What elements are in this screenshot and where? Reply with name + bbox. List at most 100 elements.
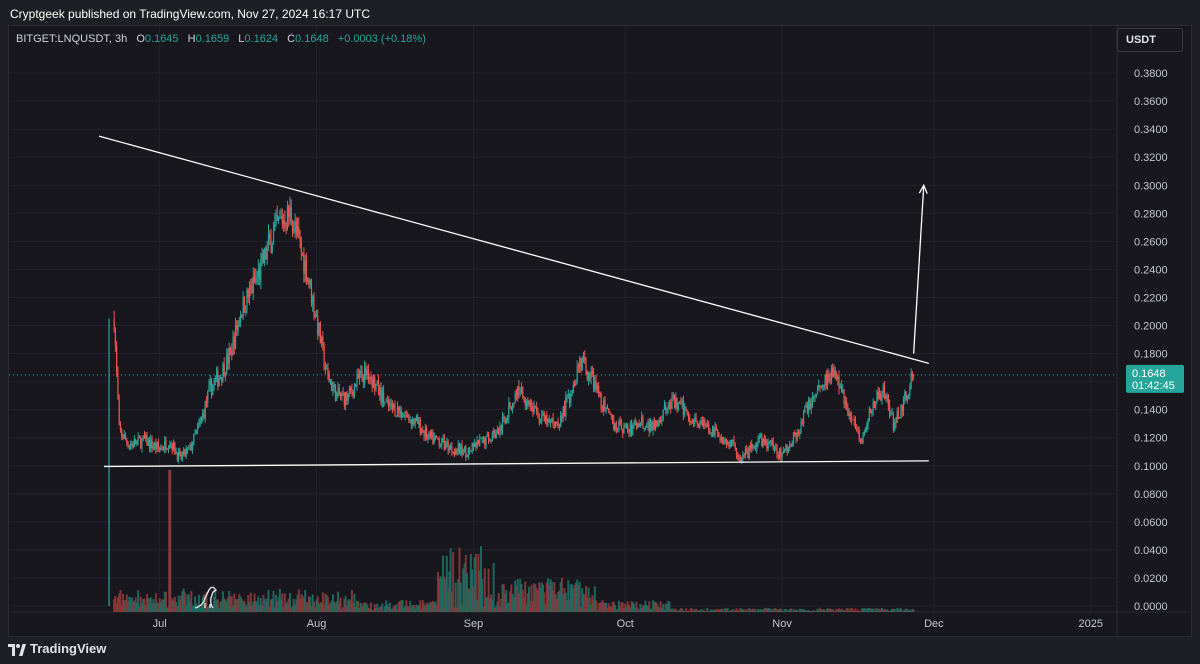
volume-bar — [479, 546, 482, 612]
candle-body — [261, 253, 263, 260]
volume-bar — [500, 599, 503, 612]
candle-body — [576, 365, 578, 382]
volume-bar — [127, 601, 130, 612]
chart-panel[interactable]: 0.3800 0.3600 0.3400 0.3200 0.3000 0.2800 0.26… — [8, 25, 1192, 637]
candle-body — [123, 434, 125, 439]
candle-body — [539, 421, 542, 423]
candle-body — [873, 401, 876, 408]
volume-bar — [536, 590, 539, 612]
candle-body — [256, 276, 258, 278]
volume-bar — [641, 605, 644, 612]
candle-body — [347, 393, 349, 402]
volume-bar — [595, 600, 598, 612]
candle-body — [590, 371, 592, 379]
volume-bar — [114, 595, 117, 612]
candle-body — [262, 253, 264, 264]
candle-body — [561, 415, 563, 419]
candle-body — [442, 437, 444, 439]
candle-body — [128, 446, 130, 448]
candle-body — [592, 374, 595, 390]
symbol-name[interactable]: BITGET:LNQUSDT, 3h — [16, 33, 128, 45]
volume-bar — [686, 611, 689, 612]
volume-bar — [848, 610, 851, 612]
volume-bar — [688, 610, 691, 612]
candle-body — [396, 406, 399, 416]
volume-bar — [660, 607, 663, 612]
candle-body — [789, 445, 791, 449]
candle-body — [671, 395, 673, 409]
candle-body — [501, 417, 504, 431]
candle-body — [543, 412, 545, 421]
candle-body — [849, 413, 851, 418]
volume-bar — [841, 609, 844, 612]
candle-body — [467, 447, 469, 457]
volume-bar — [455, 607, 458, 612]
volume-bar — [361, 606, 364, 612]
candle-body — [450, 445, 452, 449]
volume-bar — [858, 611, 861, 612]
volume-bar — [911, 608, 914, 612]
candle-body — [876, 391, 878, 403]
volume-bar — [725, 608, 728, 612]
candle-body — [219, 377, 221, 379]
candle-body — [661, 419, 663, 423]
volume-bar — [606, 607, 609, 612]
candle-body — [875, 402, 877, 408]
volume-bar — [730, 610, 733, 612]
candle-body — [579, 358, 581, 367]
volume-bar — [329, 602, 332, 612]
candle-body — [709, 430, 711, 435]
volume-bar — [603, 602, 606, 612]
candle-body — [156, 442, 158, 450]
volume-bar — [736, 609, 739, 612]
candle-body — [522, 386, 524, 397]
publisher-caption: Cryptgeek published on TradingView.com, … — [10, 7, 370, 21]
candle-body — [403, 415, 405, 417]
candle-body — [324, 367, 326, 370]
currency-button[interactable]: USDT — [1117, 28, 1183, 52]
candle-body — [307, 277, 309, 282]
candle-body — [591, 371, 593, 375]
price-chart[interactable]: 0.3800 0.3600 0.3400 0.3200 0.3000 0.2800 0.26… — [9, 26, 1192, 637]
candle-body — [909, 387, 911, 395]
candle-body — [737, 455, 739, 458]
candle-body — [188, 447, 190, 449]
volume-bar — [266, 598, 269, 612]
y-tick-label: 0.0200 — [1134, 573, 1168, 585]
volume-bar — [230, 596, 233, 612]
volume-bar — [130, 597, 133, 612]
volume-bar — [560, 577, 563, 612]
candle-body — [524, 399, 526, 406]
candle-body — [161, 447, 163, 450]
candle-body — [418, 419, 420, 425]
tradingview-brand[interactable]: TradingView — [30, 641, 107, 656]
volume-bar — [759, 609, 762, 612]
volume-bar — [683, 610, 686, 612]
tradingview-logo-icon[interactable] — [8, 643, 26, 657]
volume-bar — [358, 608, 361, 612]
volume-bar — [540, 582, 543, 612]
volume-bar — [268, 606, 271, 612]
candle-body — [394, 404, 396, 417]
volume-bar — [644, 600, 647, 612]
volume-bar — [645, 605, 648, 612]
candle-body — [727, 442, 729, 445]
candle-body — [892, 413, 895, 431]
volume-bar — [153, 603, 156, 612]
volume-bar — [272, 590, 275, 612]
candle-body — [203, 413, 205, 418]
volume-bar — [908, 609, 911, 612]
candle-body — [773, 447, 776, 449]
y-tick-label: 0.1200 — [1134, 433, 1168, 445]
candle-body — [734, 444, 736, 449]
volume-bar — [697, 610, 700, 612]
candle-body — [160, 447, 162, 450]
volume-bar — [653, 602, 656, 612]
candle-body — [872, 401, 874, 411]
open-value: 0.1645 — [144, 33, 179, 45]
candle-body — [767, 442, 769, 449]
candle-body — [633, 424, 635, 426]
volume-bar — [158, 598, 161, 612]
volume-bar — [219, 602, 222, 612]
candle-body — [695, 417, 697, 422]
